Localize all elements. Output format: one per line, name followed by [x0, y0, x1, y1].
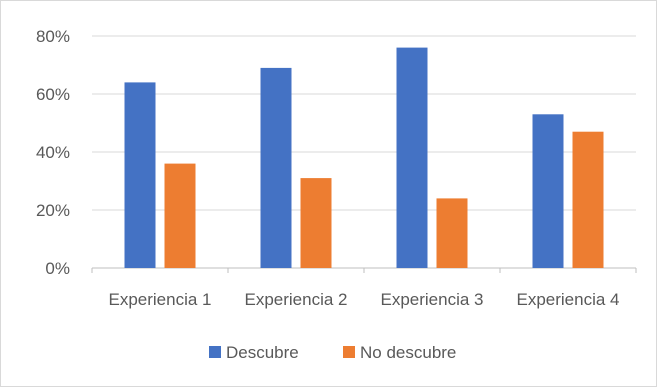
x-axis-labels: Experiencia 1 Experiencia 2 Experiencia 3 E…: [108, 290, 619, 309]
x-tick-label: Experiencia 1: [108, 290, 211, 309]
y-tick-label: 40%: [36, 143, 70, 162]
bar-no-descubre-4: [573, 132, 604, 268]
bar-no-descubre-3: [437, 198, 468, 268]
bars: [125, 48, 604, 268]
bar-descubre-1: [125, 82, 156, 268]
x-tick-label: Experiencia 3: [380, 290, 483, 309]
x-tick-label: Experiencia 4: [516, 290, 619, 309]
bar-descubre-2: [261, 68, 292, 268]
legend-label: No descubre: [360, 343, 456, 362]
y-tick-label: 0%: [45, 259, 70, 278]
x-tick-label: Experiencia 2: [244, 290, 347, 309]
bar-no-descubre-1: [165, 164, 196, 268]
legend-label: Descubre: [226, 343, 299, 362]
legend-swatch-no-descubre: [343, 346, 355, 358]
bar-no-descubre-2: [301, 178, 332, 268]
y-tick-label: 20%: [36, 201, 70, 220]
legend: Descubre No descubre: [209, 343, 456, 362]
y-tick-label: 80%: [36, 27, 70, 46]
bar-descubre-3: [397, 48, 428, 268]
y-tick-label: 60%: [36, 85, 70, 104]
bar-descubre-4: [533, 114, 564, 268]
legend-swatch-descubre: [209, 346, 221, 358]
y-axis-labels: 0% 20% 40% 60% 80%: [36, 27, 70, 278]
